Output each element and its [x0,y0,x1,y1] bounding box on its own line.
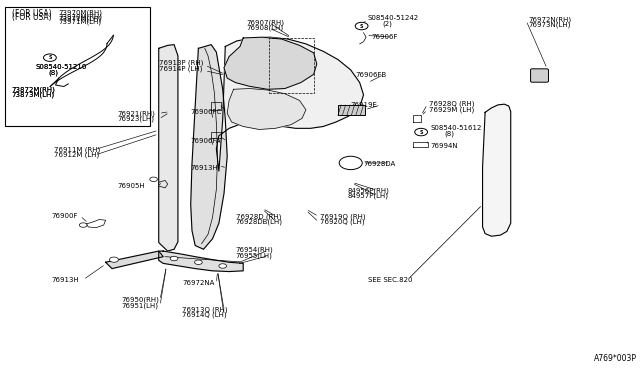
Polygon shape [224,37,317,89]
Text: 76914P (LH): 76914P (LH) [159,65,202,72]
Text: 76972N(RH): 76972N(RH) [528,16,571,23]
Text: 76913H: 76913H [51,277,79,283]
Text: A769*003P: A769*003P [594,354,637,363]
Bar [5,7,150,126]
Text: 76955(LH): 76955(LH) [236,252,273,259]
Text: 76914Q (LH): 76914Q (LH) [182,312,227,318]
Text: S08540-51242: S08540-51242 [368,15,419,21]
Text: 76906FC: 76906FC [191,109,222,115]
Text: (8): (8) [445,131,455,137]
Text: 76906F: 76906F [371,34,397,40]
Polygon shape [159,251,243,272]
Bar [338,105,365,115]
Text: S08540-51210: S08540-51210 [35,64,86,70]
Text: (2): (2) [382,20,392,27]
Text: (FOR USA): (FOR USA) [12,9,51,17]
Text: 76929M (LH): 76929M (LH) [429,106,474,113]
Text: S: S [419,129,423,135]
Text: (8): (8) [48,69,58,76]
Polygon shape [106,251,163,269]
Text: 73872M(RH): 73872M(RH) [12,86,56,93]
Text: 76950(RH): 76950(RH) [122,297,159,304]
Text: 76906FA: 76906FA [191,138,221,144]
Circle shape [109,257,118,262]
Text: 76928DA: 76928DA [364,161,396,167]
Polygon shape [159,45,178,251]
Text: 76951(LH): 76951(LH) [122,302,159,309]
Text: 76928Q (RH): 76928Q (RH) [429,101,474,108]
Text: 76921(RH): 76921(RH) [117,110,155,117]
Circle shape [150,177,157,182]
Text: 73873M(LH): 73873M(LH) [12,92,54,98]
Text: (FOR USA): (FOR USA) [12,13,51,22]
Text: 76928D (RH): 76928D (RH) [236,213,281,220]
Text: S08540-51210: S08540-51210 [35,64,86,70]
Text: 73970M(RH): 73970M(RH) [59,13,103,19]
FancyBboxPatch shape [531,69,548,82]
Text: S: S [48,55,52,60]
Circle shape [170,256,178,261]
Text: 76919Q (RH): 76919Q (RH) [320,213,365,220]
Text: 73971M(LH): 73971M(LH) [59,19,102,25]
Text: 76973N(LH): 76973N(LH) [528,22,570,28]
Polygon shape [216,37,364,171]
Text: 73970M(RH): 73970M(RH) [59,10,103,16]
Text: 76954(RH): 76954(RH) [236,247,273,253]
Text: 76905H: 76905H [117,183,145,189]
Text: 76906FB: 76906FB [356,72,387,78]
Text: 76907(RH): 76907(RH) [246,19,284,26]
Text: 76912M (LH): 76912M (LH) [54,152,100,158]
Text: S08540-51612: S08540-51612 [430,125,481,131]
Circle shape [415,128,428,136]
Circle shape [339,156,362,170]
Circle shape [219,264,227,268]
Text: 76900F: 76900F [51,213,77,219]
Text: 76994N: 76994N [430,143,458,149]
Text: S: S [360,23,364,29]
Polygon shape [483,104,511,236]
Text: 76913P (RH): 76913P (RH) [159,60,203,67]
Circle shape [79,223,87,227]
Text: 76920Q (LH): 76920Q (LH) [320,219,365,225]
Text: 76923(LH): 76923(LH) [117,116,154,122]
Text: 76919E: 76919E [351,102,378,108]
Text: 73873M(LH): 73873M(LH) [12,92,54,98]
Text: 73971M(LH): 73971M(LH) [59,15,102,22]
Text: 84956P(RH): 84956P(RH) [348,187,389,194]
Circle shape [355,22,368,30]
Text: 76972NA: 76972NA [182,280,215,286]
Polygon shape [227,89,306,129]
Circle shape [195,260,202,264]
Text: 76911M (RH): 76911M (RH) [54,146,100,153]
Polygon shape [191,45,227,249]
Text: 73872M(RH): 73872M(RH) [12,86,56,93]
Text: 76913H: 76913H [191,165,218,171]
Circle shape [44,54,56,61]
Text: SEE SEC.820: SEE SEC.820 [368,277,413,283]
Text: 76913Q (RH): 76913Q (RH) [182,306,228,313]
Text: (8): (8) [48,69,58,76]
Text: 76928DB(LH): 76928DB(LH) [236,219,282,225]
Text: 76908(LH): 76908(LH) [246,25,284,31]
Text: 84957P(LH): 84957P(LH) [348,193,388,199]
